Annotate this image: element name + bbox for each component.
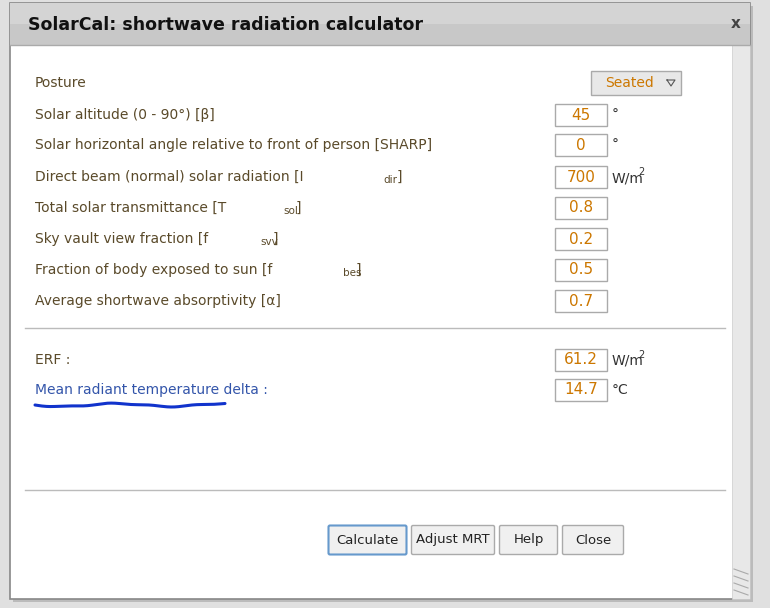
Bar [555,379,607,401]
Text: Posture: Posture [35,76,87,90]
Text: 45: 45 [571,108,591,122]
Bar [555,259,607,281]
Text: SolarCal: shortwave radiation calculator: SolarCal: shortwave radiation calculator [28,16,423,34]
Text: Help: Help [514,533,544,547]
Text: °C: °C [612,383,629,397]
FancyBboxPatch shape [563,525,624,554]
Text: ]: ] [296,201,302,215]
Text: Fraction of body exposed to sun [f: Fraction of body exposed to sun [f [35,263,273,277]
Text: 61.2: 61.2 [564,353,598,367]
Text: Average shortwave absorptivity [α]: Average shortwave absorptivity [α] [35,294,281,308]
Text: 14.7: 14.7 [564,382,598,398]
Bar [732,45,750,599]
Text: Solar altitude (0 - 90°) [β]: Solar altitude (0 - 90°) [β] [35,108,215,122]
Text: bes: bes [343,268,362,278]
Text: 0.2: 0.2 [569,232,593,246]
Text: Seated: Seated [604,76,654,90]
Bar [10,3,750,24]
Text: Total solar transmittance [T: Total solar transmittance [T [35,201,226,215]
Text: 700: 700 [567,170,595,184]
Text: Adjust MRT: Adjust MRT [417,533,490,547]
Text: W/m: W/m [612,171,644,185]
Text: svv: svv [260,237,278,247]
Text: 2: 2 [638,350,644,360]
Text: x: x [731,16,741,32]
FancyBboxPatch shape [10,3,750,599]
FancyBboxPatch shape [411,525,494,554]
Text: 0.7: 0.7 [569,294,593,308]
Text: Direct beam (normal) solar radiation [I: Direct beam (normal) solar radiation [I [35,170,303,184]
Bar [555,134,607,156]
Bar [555,104,607,126]
Bar [555,228,607,250]
Text: sol: sol [283,206,298,216]
Text: 0.5: 0.5 [569,263,593,277]
Text: ]: ] [397,170,402,184]
Bar [10,24,750,45]
Text: W/m: W/m [612,354,644,368]
FancyBboxPatch shape [13,6,753,602]
Text: Solar horizontal angle relative to front of person [SHARP]: Solar horizontal angle relative to front… [35,138,432,152]
Text: ]: ] [273,232,278,246]
Bar [555,166,607,188]
Bar [591,71,681,95]
FancyBboxPatch shape [329,525,407,554]
Bar [555,197,607,219]
Text: ERF :: ERF : [35,353,70,367]
Text: Close: Close [575,533,611,547]
Text: 0: 0 [576,137,586,153]
Text: 0.8: 0.8 [569,201,593,215]
Text: °: ° [612,108,619,122]
Text: dir: dir [383,175,397,185]
Text: Sky vault view fraction [f: Sky vault view fraction [f [35,232,208,246]
Text: Mean radiant temperature delta :: Mean radiant temperature delta : [35,383,268,397]
Text: Calculate: Calculate [336,533,399,547]
Bar [555,290,607,312]
FancyBboxPatch shape [500,525,557,554]
Bar [555,349,607,371]
Text: ]: ] [356,263,361,277]
Text: °: ° [612,138,619,152]
Text: 2: 2 [638,167,644,177]
